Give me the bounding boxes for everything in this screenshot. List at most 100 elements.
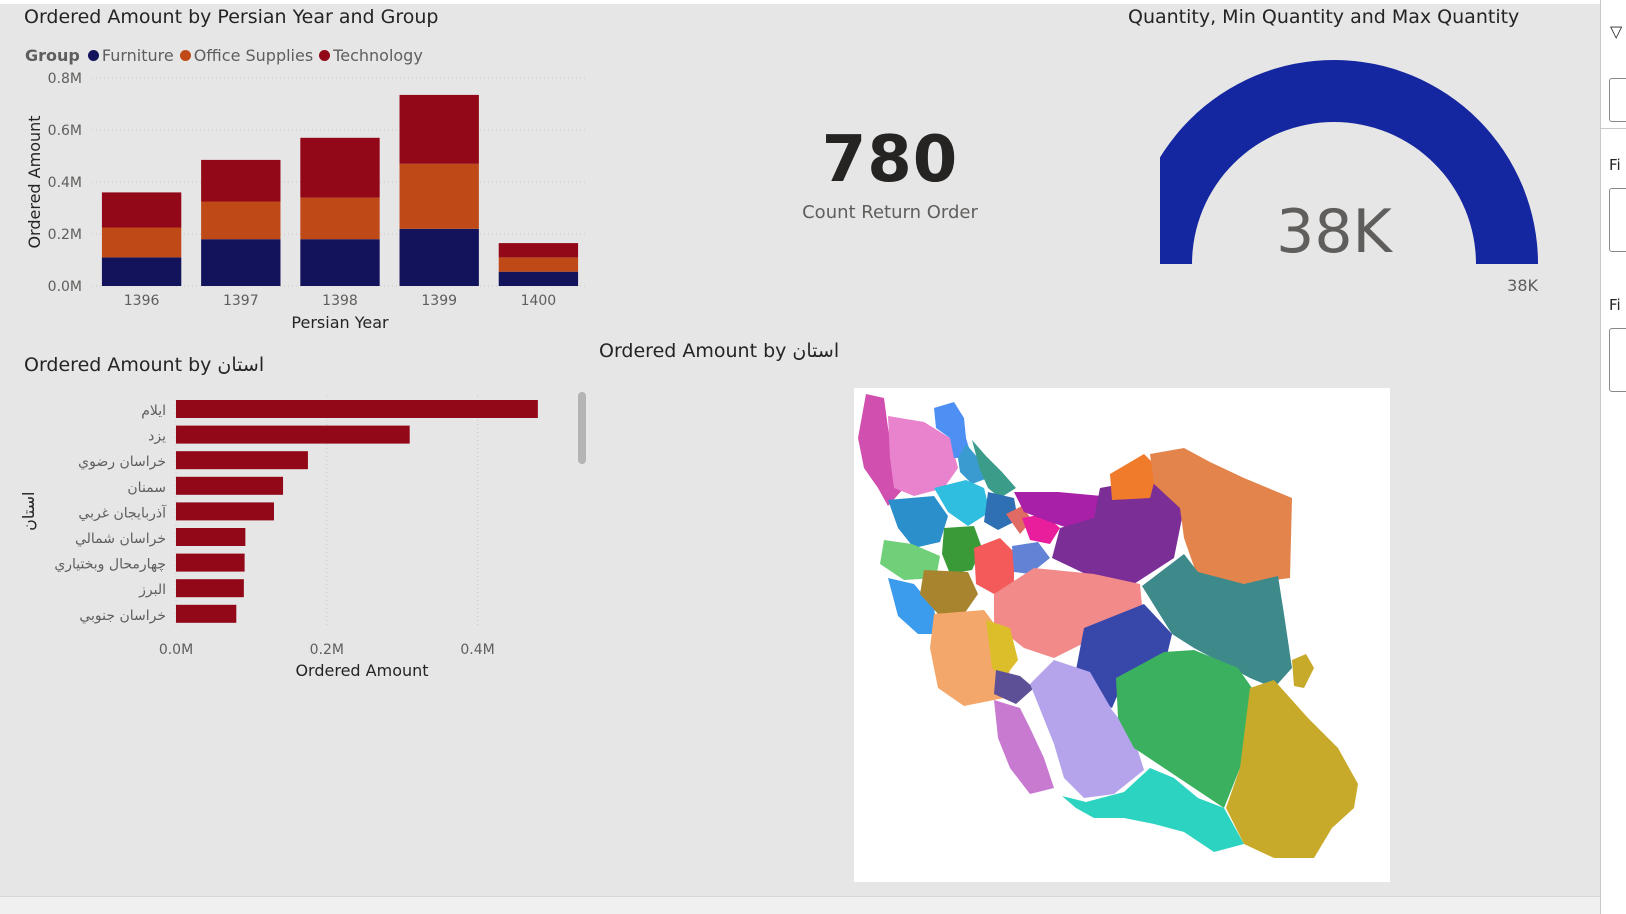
y-tick-label: خراسان جنوبي	[79, 608, 166, 624]
bar	[176, 528, 246, 546]
bar-segment	[399, 163, 479, 229]
bar	[176, 579, 244, 598]
filter-card[interactable]	[1609, 188, 1626, 252]
bar-segment	[300, 137, 380, 198]
chart-legend: Group Furniture Office Supplies Technolo…	[25, 46, 429, 65]
map-province[interactable]	[880, 540, 940, 580]
x-tick-label: 1399	[421, 293, 457, 309]
page-bottom-strip	[0, 896, 1600, 914]
x-axis-title: Persian Year	[291, 313, 389, 332]
gauge-chart: 38K 1 38K	[1160, 60, 1539, 295]
x-tick-label: 1396	[124, 293, 160, 309]
bar-segment	[101, 227, 182, 258]
map-province[interactable]	[1150, 448, 1292, 584]
legend-dot-icon	[179, 50, 191, 61]
legend-label: Office Supplies	[193, 46, 314, 65]
map-province[interactable]	[974, 538, 1014, 594]
bar-segment	[201, 201, 281, 240]
map-province[interactable]	[1014, 492, 1108, 530]
legend-label: Furniture	[101, 46, 174, 65]
gauge-visual[interactable]: Quantity, Min Quantity and Max Quantity …	[1128, 4, 1596, 314]
x-axis-title: Ordered Amount	[295, 661, 428, 680]
map-province[interactable]	[1062, 768, 1244, 852]
y-tick-label: آذربايجان غربي	[78, 504, 167, 521]
map-province[interactable]	[934, 402, 972, 458]
y-axis-title: استان	[19, 492, 38, 531]
map-province[interactable]	[888, 416, 958, 496]
visual-title: Ordered Amount by استان	[599, 340, 840, 362]
map-province[interactable]	[994, 568, 1144, 658]
map-province[interactable]	[986, 620, 1018, 678]
y-tick-label: 0.4M	[48, 175, 82, 191]
filter-search-input[interactable]	[1609, 78, 1626, 122]
legend-item-technology[interactable]: Technology	[319, 46, 423, 65]
card-label: Count Return Order	[802, 202, 978, 223]
bar-segment	[498, 257, 579, 272]
bar-segment	[498, 243, 579, 258]
collapse-chevron-icon[interactable]: ▽	[1610, 22, 1623, 41]
bar	[176, 502, 274, 521]
bar-segment	[201, 159, 281, 202]
map-province[interactable]	[1226, 680, 1358, 858]
y-tick-label: 0.2M	[48, 227, 82, 243]
map-visual[interactable]: Ordered Amount by استان	[599, 340, 1594, 896]
y-tick-label: 0.0M	[48, 279, 82, 295]
bar-segment	[300, 197, 380, 240]
legend-title: Group	[25, 46, 80, 65]
x-tick-label: 1397	[223, 293, 259, 309]
y-axis-title: Ordered Amount	[25, 115, 44, 248]
bar-segment	[201, 239, 281, 286]
iran-province-map[interactable]	[854, 388, 1390, 882]
map-province[interactable]	[1110, 454, 1158, 500]
map-province[interactable]	[858, 394, 904, 506]
map-province[interactable]	[984, 492, 1018, 530]
map-province[interactable]	[994, 670, 1034, 704]
map-province[interactable]	[994, 700, 1054, 794]
y-tick-label: سمنان	[127, 480, 166, 496]
bar-chart-visual[interactable]: Ordered Amount by استان 0.0M 0.2M 0.4M ايلا…	[18, 352, 610, 708]
filters-pane[interactable]: ▽ Fi Fi	[1600, 0, 1626, 914]
bar-segment	[498, 271, 579, 286]
pane-divider	[1601, 128, 1626, 129]
map-province[interactable]	[1076, 604, 1172, 708]
horizontal-bar-chart: 0.0M 0.2M 0.4M ايلام يزد خراسان رضوي سمنان آذرب…	[19, 396, 538, 680]
y-tick-label: خراسان رضوي	[78, 454, 166, 470]
bar-segment	[399, 228, 479, 286]
map-province[interactable]	[934, 480, 990, 526]
bar-segment	[300, 239, 380, 286]
filter-card[interactable]	[1609, 328, 1626, 392]
visual-title: Ordered Amount by استان	[24, 354, 265, 376]
kpi-card[interactable]: 780 Count Return Order	[760, 120, 1020, 260]
y-tick-label: يزد	[148, 429, 166, 445]
stacked-column-visual[interactable]: Ordered Amount by Persian Year and Group…	[18, 4, 610, 346]
legend-item-furniture[interactable]: Furniture	[87, 46, 174, 65]
legend-dot-icon	[87, 50, 99, 61]
map-province[interactable]	[942, 526, 982, 574]
map-province[interactable]	[1012, 542, 1050, 574]
legend-dot-icon	[319, 50, 331, 61]
map-province[interactable]	[1142, 554, 1292, 688]
map-province[interactable]	[958, 444, 988, 484]
map-province[interactable]	[972, 440, 1016, 498]
map-province[interactable]	[1030, 660, 1144, 798]
x-tick-label: 0.4M	[460, 642, 494, 658]
map-province[interactable]	[888, 578, 938, 634]
legend-item-office-supplies[interactable]: Office Supplies	[179, 46, 314, 65]
filter-label: Fi	[1609, 156, 1621, 174]
map-province[interactable]	[1052, 478, 1184, 584]
card-value: 780	[821, 123, 959, 197]
gauge-max-label: 38K	[1507, 276, 1538, 295]
filter-label: Fi	[1609, 296, 1621, 314]
map-province[interactable]	[1116, 650, 1252, 808]
y-tick-label: 0.6M	[48, 123, 82, 139]
map-province[interactable]	[1292, 654, 1314, 688]
map-province[interactable]	[920, 570, 978, 614]
y-tick-label: البرز	[138, 582, 166, 598]
map-province[interactable]	[888, 496, 948, 548]
chart-scrollbar[interactable]	[578, 392, 586, 464]
visual-title: Quantity, Min Quantity and Max Quantity	[1128, 6, 1520, 28]
x-tick-label: 1398	[322, 293, 358, 309]
gauge-fill	[1160, 60, 1538, 264]
legend-label: Technology	[333, 46, 423, 65]
bar	[176, 553, 245, 572]
